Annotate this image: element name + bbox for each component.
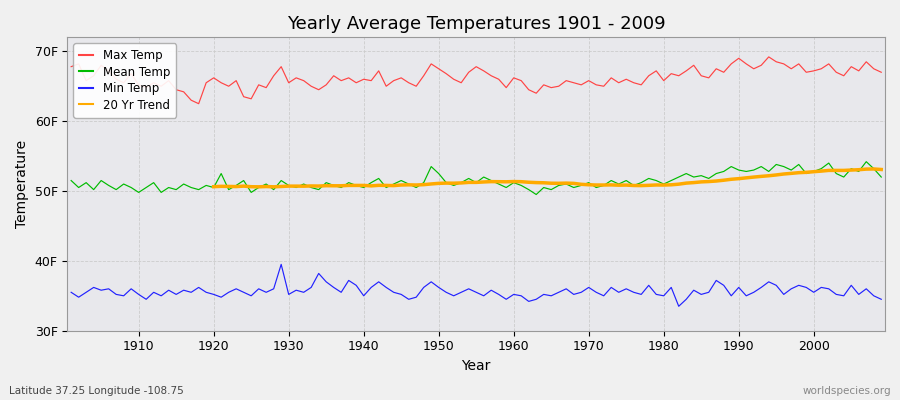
Text: Latitude 37.25 Longitude -108.75: Latitude 37.25 Longitude -108.75 xyxy=(9,386,184,396)
Legend: Max Temp, Mean Temp, Min Temp, 20 Yr Trend: Max Temp, Mean Temp, Min Temp, 20 Yr Tre… xyxy=(73,43,176,118)
Y-axis label: Temperature: Temperature xyxy=(15,140,29,228)
Title: Yearly Average Temperatures 1901 - 2009: Yearly Average Temperatures 1901 - 2009 xyxy=(287,15,665,33)
X-axis label: Year: Year xyxy=(462,359,490,373)
Text: worldspecies.org: worldspecies.org xyxy=(803,386,891,396)
